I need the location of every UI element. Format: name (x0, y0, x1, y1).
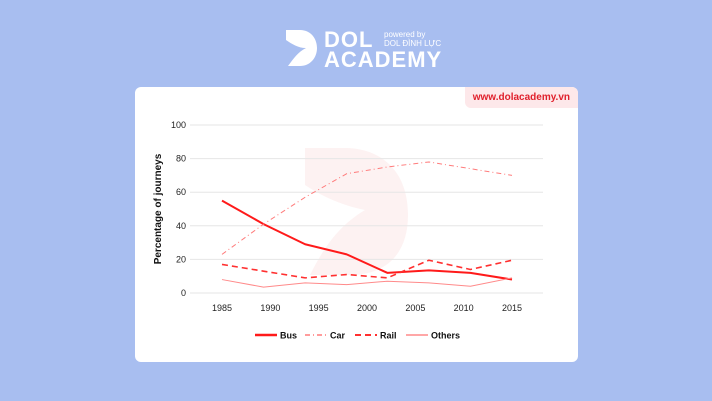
legend-label-rail: Rail (380, 331, 397, 341)
x-tick-label: 1995 (309, 303, 329, 313)
legend-label-car: Car (330, 331, 346, 341)
chart-card: www.dolacademy.vn (135, 87, 578, 362)
x-tick-label: 1990 (260, 303, 280, 313)
watermark-icon (305, 148, 408, 275)
series-line-car (221, 161, 513, 255)
x-tick-label: 2015 (502, 303, 522, 313)
logo-text-dol: DOL (324, 27, 374, 52)
y-tick-label: 40 (176, 221, 186, 231)
dol-logo-mark-icon (286, 30, 317, 66)
x-tick-label: 2000 (357, 303, 377, 313)
x-tick-label: 2005 (405, 303, 425, 313)
x-tick-label: 2010 (454, 303, 474, 313)
powered-by-name: DOL ĐÌNH LỰC (384, 39, 442, 48)
y-tick-label: 80 (176, 154, 186, 164)
y-tick-label: 20 (176, 254, 186, 264)
series-line-bus (221, 199, 513, 281)
y-tick-label: 60 (176, 187, 186, 197)
series-line-others (221, 277, 513, 288)
x-tick-label: 1985 (212, 303, 232, 313)
logo-powered-by: powered by DOL ĐÌNH LỰC (384, 30, 441, 48)
y-axis-label: Percentage of journeys (153, 153, 164, 264)
website-link[interactable]: www.dolacademy.vn (464, 87, 578, 108)
legend-label-others: Others (431, 331, 460, 341)
powered-by-label: powered by (384, 30, 426, 39)
y-tick-label: 100 (171, 120, 186, 130)
y-tick-label: 0 (181, 288, 186, 298)
logo-text-academy: ACADEMY (324, 47, 443, 72)
legend-label-bus: Bus (280, 331, 297, 341)
